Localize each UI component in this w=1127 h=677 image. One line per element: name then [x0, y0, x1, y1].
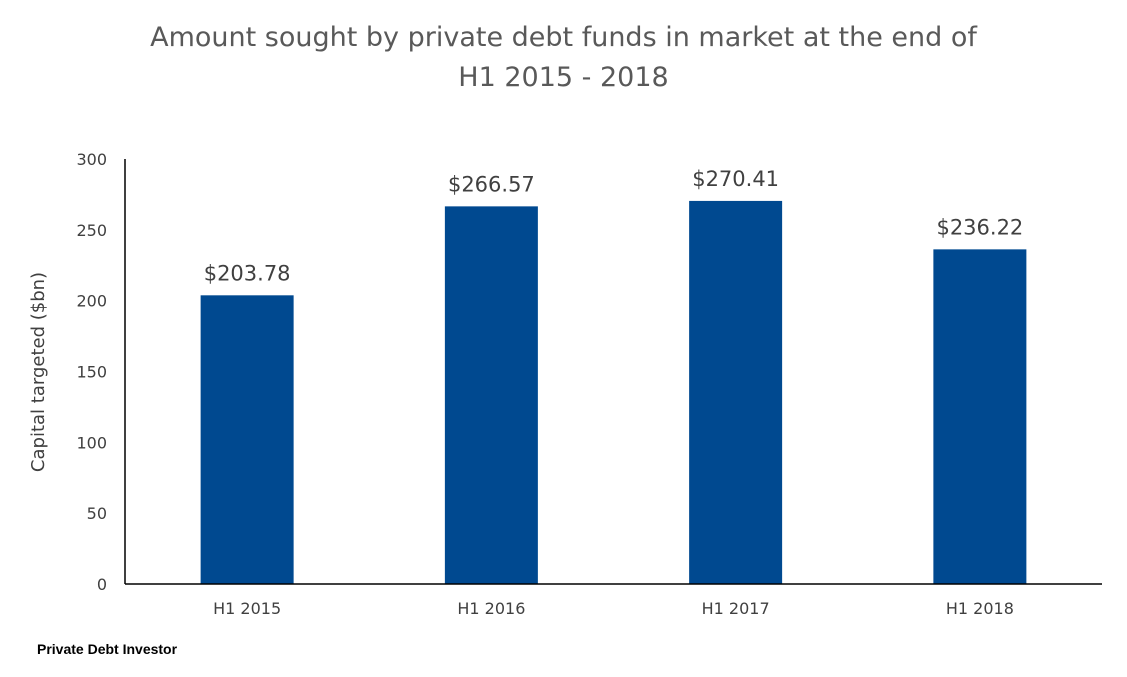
- chart-title: Amount sought by private debt funds in m…: [0, 18, 1127, 98]
- x-tick-label: H1 2016: [457, 599, 525, 618]
- data-labels: $203.78 $266.57 $270.41 $236.22: [204, 167, 1024, 285]
- x-tick-label: H1 2018: [946, 599, 1014, 618]
- y-axis-ticks: 0 50 100 150 200 250 300: [76, 150, 107, 594]
- y-tick-label: 300: [76, 150, 107, 169]
- y-tick-label: 200: [76, 292, 107, 311]
- bar: [444, 206, 538, 584]
- x-axis-ticks: H1 2015 H1 2016 H1 2017 H1 2018: [213, 599, 1014, 618]
- bar-data-label: $203.78: [204, 261, 291, 285]
- bar: [200, 295, 294, 584]
- y-tick-label: 150: [76, 363, 107, 382]
- bar-data-label: $266.57: [448, 172, 535, 196]
- bars: [200, 200, 1027, 585]
- x-tick-label: H1 2015: [213, 599, 281, 618]
- y-tick-label: 250: [76, 221, 107, 240]
- y-axis-label: Capital targeted ($bn): [28, 272, 49, 472]
- bar-data-label: $236.22: [936, 215, 1023, 239]
- bar: [689, 200, 783, 584]
- bar-data-label: $270.41: [692, 167, 779, 191]
- y-tick-label: 100: [76, 433, 107, 452]
- y-tick-label: 0: [97, 575, 107, 594]
- bar: [933, 249, 1027, 585]
- source-note: Private Debt Investor: [37, 641, 178, 657]
- x-tick-label: H1 2017: [702, 599, 770, 618]
- chart-title-line-1: Amount sought by private debt funds in m…: [150, 22, 977, 53]
- chart-title-line-2: H1 2015 - 2018: [458, 62, 669, 93]
- y-tick-label: 50: [87, 504, 107, 523]
